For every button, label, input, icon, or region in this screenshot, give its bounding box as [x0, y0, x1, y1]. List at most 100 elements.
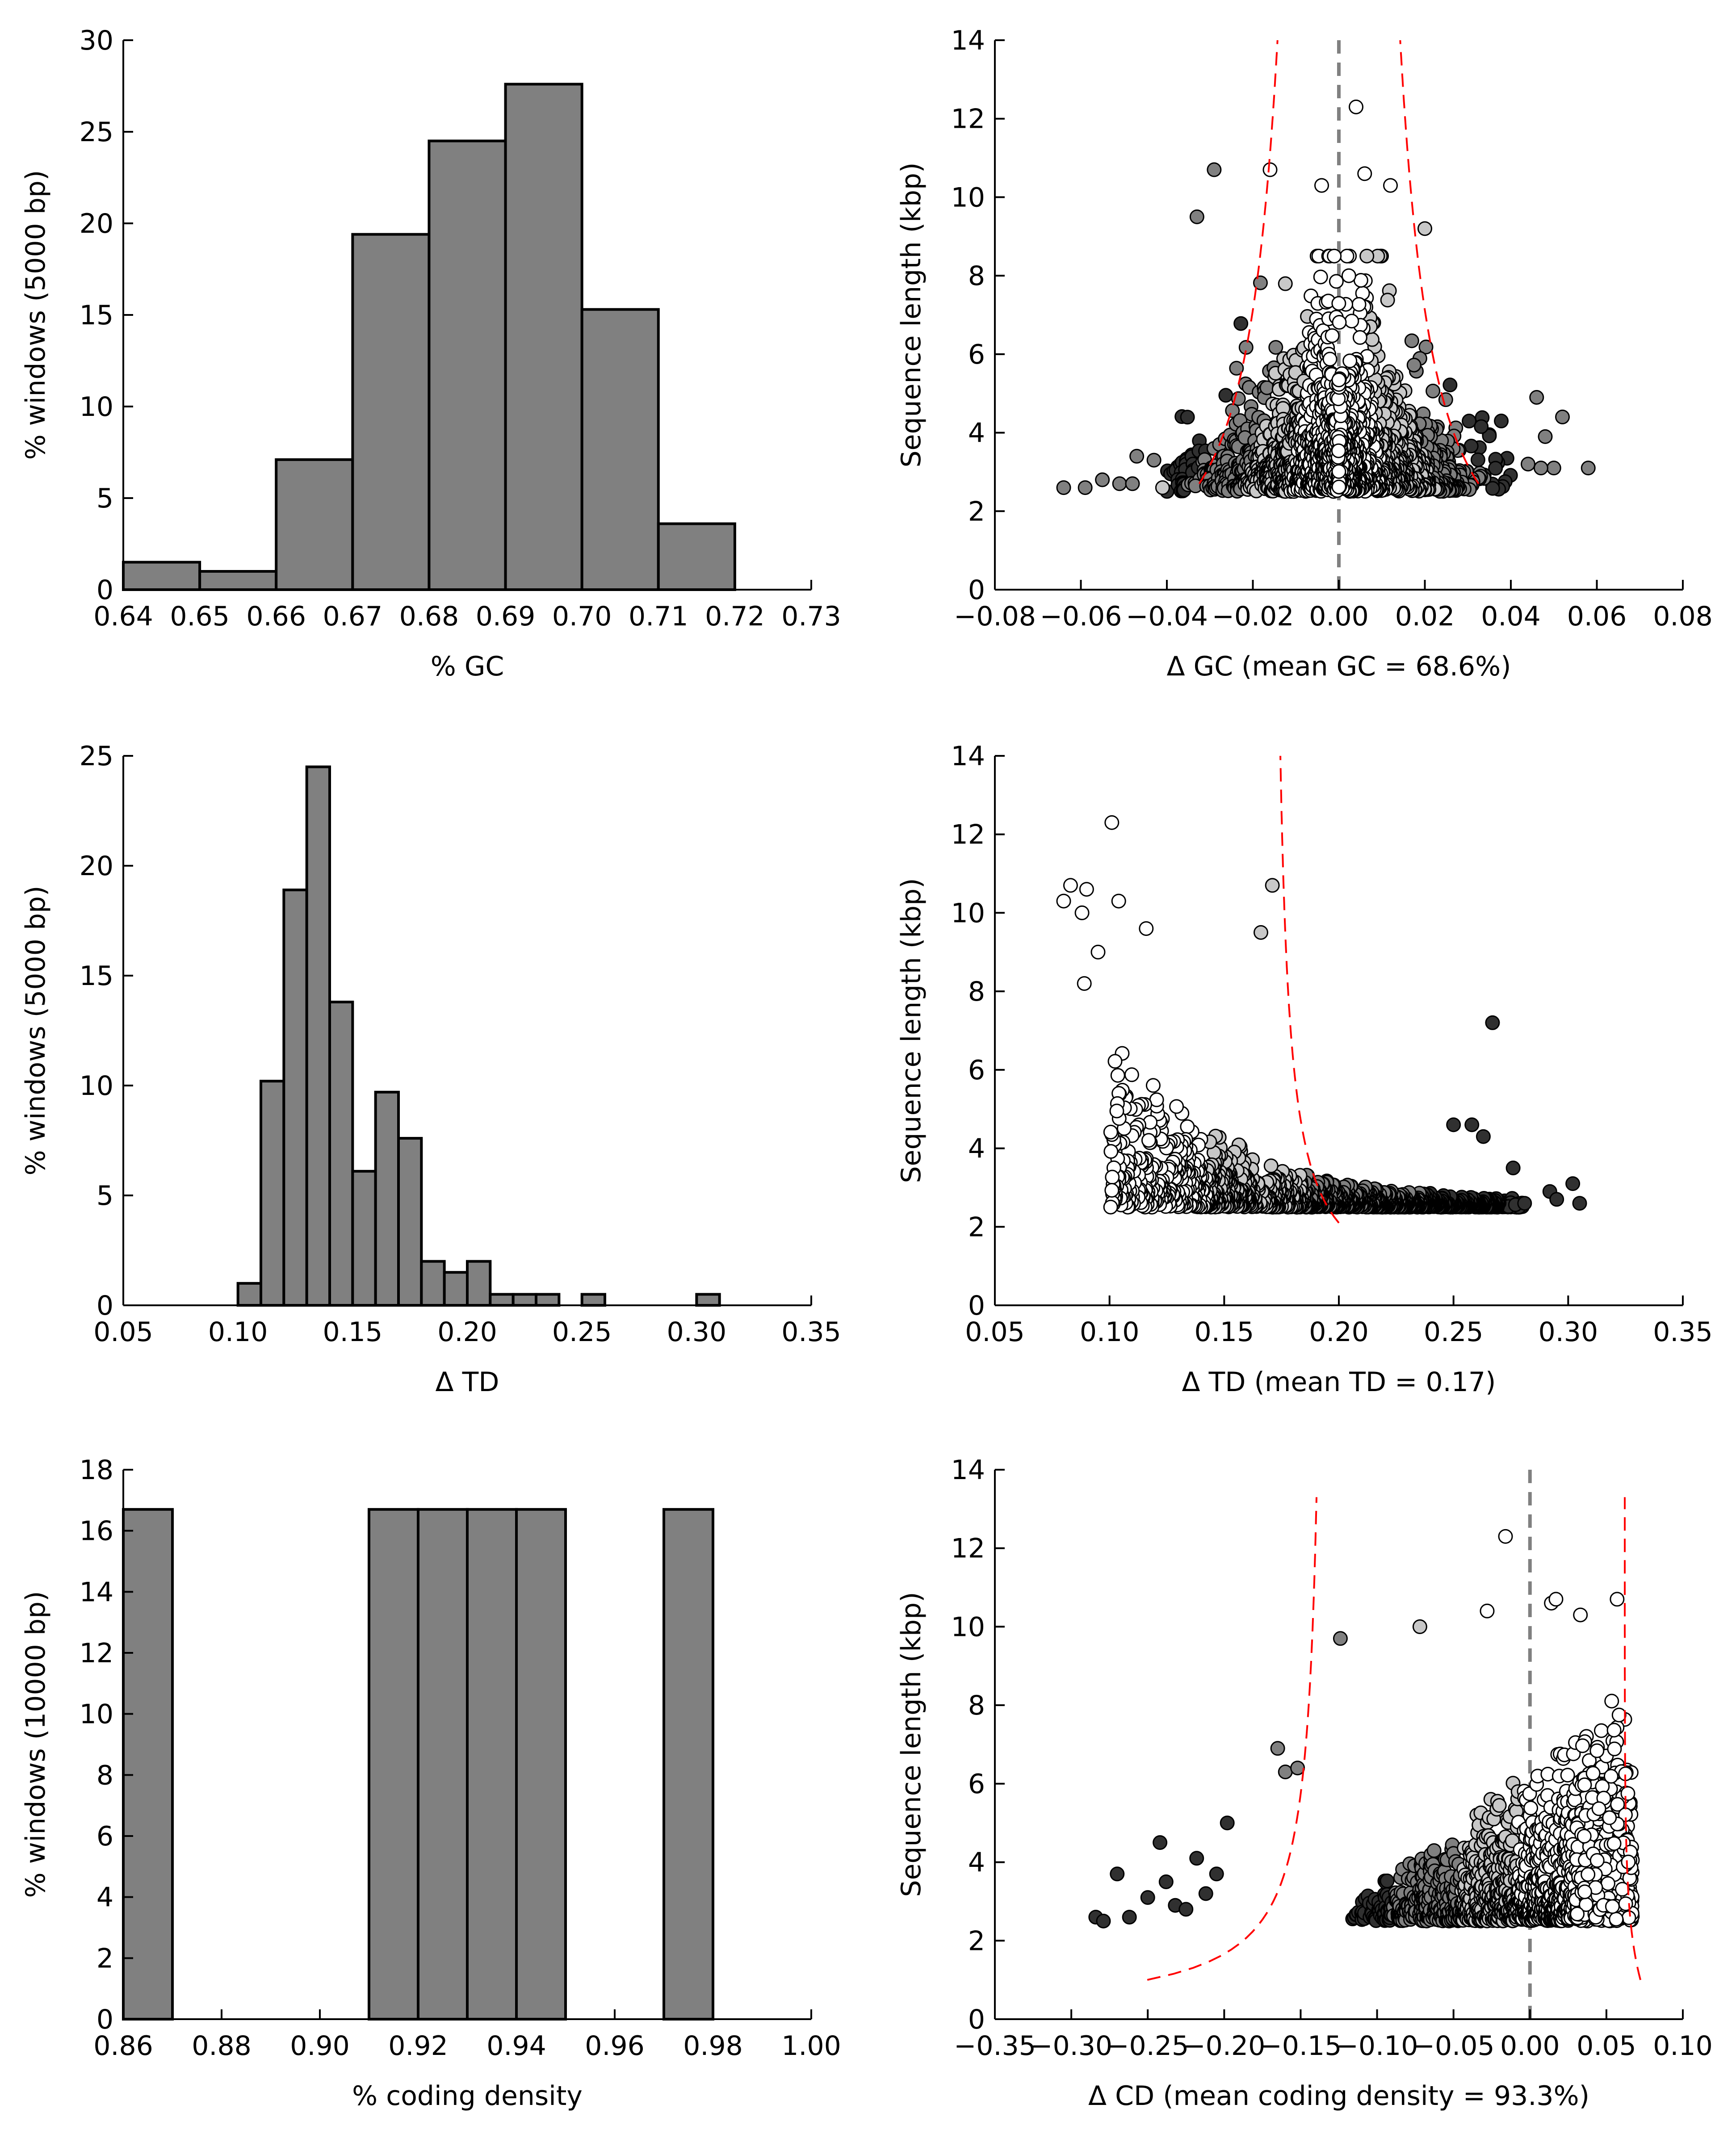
histogram-bar	[515, 1508, 567, 2021]
cd-scatter-y-tick-label: 6	[968, 1769, 985, 1800]
data-point	[1494, 413, 1509, 428]
data-point	[1570, 1907, 1585, 1922]
gc-scatter-points	[1056, 40, 1596, 590]
data-point	[1593, 1723, 1609, 1738]
data-point	[1268, 340, 1283, 355]
data-point	[1464, 1117, 1480, 1132]
data-point	[1364, 332, 1380, 347]
cd-hist-y-tick-label: 16	[80, 1516, 113, 1547]
histogram-bar	[260, 1080, 285, 1307]
data-point	[1253, 275, 1268, 290]
td-hist-x-tick-label: 0.30	[667, 1316, 727, 1348]
td-hist-y-tick-label: 15	[80, 960, 113, 992]
data-point	[1096, 1913, 1111, 1928]
data-point	[1600, 1876, 1615, 1891]
data-point	[1331, 296, 1346, 311]
td-histogram-ylabel: % windows (5000 bp)	[20, 886, 51, 1176]
histogram-bar	[580, 1293, 606, 1307]
data-point	[1342, 353, 1358, 369]
data-point	[1125, 476, 1140, 491]
td-histogram-bars	[236, 765, 721, 1307]
data-point	[1353, 273, 1368, 288]
data-point	[1577, 1828, 1592, 1844]
td-scatter-x-tick-label: 0.35	[1653, 1316, 1713, 1348]
gc-scatter-x-tick-label: −0.02	[1212, 601, 1294, 632]
cd-scatter-y-tick-label: 10	[951, 1611, 985, 1643]
td-hist-y-tick-label: 0	[96, 1290, 113, 1321]
gc-scatter-x-tick-label: 0.00	[1309, 601, 1369, 632]
data-point	[1063, 878, 1078, 893]
gc-histogram-panel: 0.64 0.65 0.66 0.67 0.68 0.69 0.70 0.71 0.72 0.73…	[20, 25, 841, 682]
gc-hist-x-tick-label: 0.68	[399, 601, 459, 632]
cd-scatter-x-tick-label: 0.05	[1577, 2030, 1636, 2062]
histogram-bar	[236, 1282, 263, 1307]
data-point	[1253, 925, 1268, 940]
histogram-bar	[580, 308, 660, 591]
cd-hist-y-tick-label: 4	[96, 1882, 113, 1913]
gc-hist-x-tick-label: 0.64	[93, 601, 153, 632]
data-point	[1074, 905, 1090, 920]
data-point	[1238, 340, 1254, 355]
data-point	[1344, 314, 1359, 329]
histogram-bar	[466, 1260, 492, 1307]
data-point	[1359, 248, 1375, 264]
data-point	[1351, 297, 1367, 312]
td-scatter-x-tick-label: 0.10	[1080, 1316, 1140, 1348]
data-point	[1129, 449, 1145, 464]
gc-hist-x-tick-label: 0.72	[705, 601, 765, 632]
cd-histogram-xlabel: % coding density	[352, 2080, 583, 2112]
data-point	[1611, 1707, 1627, 1723]
gc-scatter-y-tick-label: 2	[968, 496, 985, 527]
gc-scatter-x-tick-label: 0.08	[1653, 601, 1713, 632]
gc-histogram-ylabel: % windows (5000 bp)	[20, 170, 51, 460]
gc-scatter-xlabel: Δ GC (mean GC = 68.6%)	[1166, 651, 1511, 682]
histogram-bar	[351, 233, 431, 591]
data-point	[1442, 377, 1458, 393]
data-point	[1198, 1886, 1213, 1901]
data-point	[1521, 457, 1535, 472]
cd-scatter-x-tick-label: 0.00	[1500, 2030, 1560, 2062]
data-point	[1621, 1910, 1636, 1925]
data-point	[1140, 1890, 1155, 1905]
data-point	[1546, 461, 1561, 476]
gc-hist-x-tick-label: 0.70	[552, 601, 612, 632]
data-point	[1604, 1694, 1619, 1709]
gc-histogram-xlabel: % GC	[431, 651, 504, 682]
histogram-bar	[535, 1293, 561, 1307]
cd-scatter-y-tick-label: 2	[968, 1925, 985, 1957]
histogram-bar	[328, 1001, 354, 1307]
data-point	[1380, 293, 1395, 308]
cd-hist-x-tick-label: 0.98	[683, 2030, 743, 2062]
cd-hist-x-tick-label: 1.00	[781, 2030, 841, 2062]
gc-hist-x-tick-label: 0.69	[476, 601, 536, 632]
gc-hist-y-tick-label: 20	[80, 208, 113, 239]
data-point	[1333, 1631, 1348, 1646]
data-point	[1180, 1119, 1195, 1134]
td-scatter-y-tick-label: 8	[968, 976, 985, 1007]
gc-scatter-y-tick-label: 0	[968, 574, 985, 606]
data-point	[1573, 1607, 1588, 1622]
data-point	[1549, 1192, 1564, 1207]
data-point	[1585, 1766, 1601, 1781]
cd-hist-x-tick-label: 0.88	[192, 2030, 252, 2062]
td-scatter-y-tick-label: 4	[968, 1133, 985, 1165]
histogram-bar	[122, 1508, 174, 2021]
data-point	[1178, 1902, 1194, 1917]
cd-scatter-xlabel: Δ CD (mean coding density = 93.3%)	[1088, 2080, 1589, 2112]
histogram-bar	[368, 1508, 419, 2021]
cd-hist-y-tick-label: 18	[80, 1455, 113, 1486]
cd-hist-y-tick-label: 6	[96, 1821, 113, 1852]
cd-hist-x-tick-label: 0.96	[585, 2030, 645, 2062]
data-point	[1110, 1866, 1125, 1882]
td-scatter-y-tick-label: 10	[951, 897, 985, 929]
data-point	[1492, 1798, 1507, 1813]
histogram-bar	[512, 1293, 537, 1307]
data-point	[1155, 480, 1170, 495]
data-point	[1095, 472, 1110, 487]
data-point	[1104, 1182, 1120, 1198]
td-scatter-panel: 0.05 0.10 0.15 0.20 0.25 0.30 0.3502468101214 …	[896, 741, 1713, 1398]
data-point	[1426, 1843, 1442, 1858]
data-point	[1581, 1867, 1596, 1882]
